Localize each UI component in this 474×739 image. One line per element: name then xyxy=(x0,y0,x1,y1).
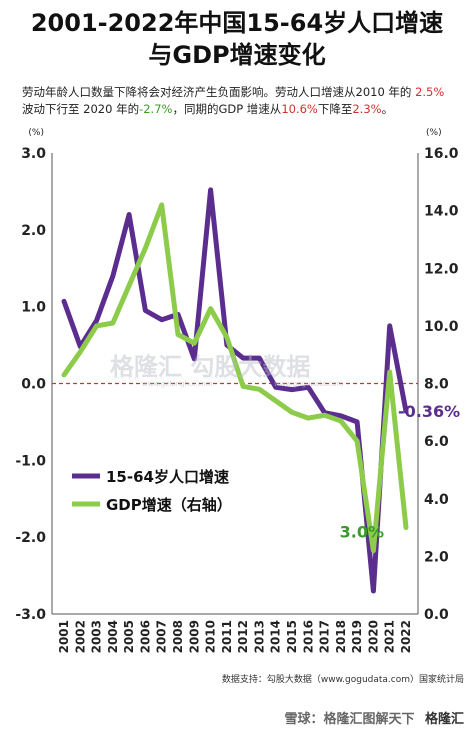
x-tick-label: 2018 xyxy=(334,620,348,653)
x-tick-label: 2013 xyxy=(252,620,266,653)
x-tick-label: 2003 xyxy=(90,620,104,653)
desc-value-1: 2.5% xyxy=(415,85,445,99)
x-tick-label: 2002 xyxy=(73,620,87,653)
platform-text: 雪球：格隆汇图解天下 xyxy=(284,712,415,727)
right-tick-label: 16.0 xyxy=(424,146,459,162)
bottom-bar xyxy=(0,706,474,739)
source-note: 数据支持：勾股大数据（www.gogudata.com）国家统计局 xyxy=(221,675,464,685)
chart-watermark-url2: www.gogudata.com xyxy=(274,380,343,388)
x-tick-label: 2011 xyxy=(220,620,234,653)
left-tick-label: -3.0 xyxy=(15,607,46,623)
x-tick-label: 2008 xyxy=(171,620,185,653)
x-tick-label: 2015 xyxy=(285,620,299,653)
x-tick-label: 2022 xyxy=(399,620,413,653)
right-tick-label: 4.0 xyxy=(424,492,449,508)
left-tick-label: 0.0 xyxy=(21,377,46,393)
right-tick-label: 8.0 xyxy=(424,377,449,393)
x-tick-label: 2020 xyxy=(366,620,380,653)
desc-text-2: 波动下行至 2020 年的 xyxy=(22,102,140,116)
brand-logo: 格隆汇 xyxy=(424,712,464,727)
title-line1: 2001-2022年中国15-64岁人口增速 xyxy=(30,9,444,37)
x-tick-label: 2012 xyxy=(236,620,250,653)
annotation-pop-last: -0.36% xyxy=(398,402,460,421)
chart-description: 劳动年龄人口数量下降将会对经济产生负面影响。劳动人口增速从2010 年的 2.5… xyxy=(22,84,458,118)
x-tick-label: 2005 xyxy=(122,620,136,653)
x-tick-label: 2009 xyxy=(187,620,201,653)
x-tick-label: 2010 xyxy=(204,620,218,653)
left-tick-label: 3.0 xyxy=(21,146,46,162)
chart-watermark-url1: www.gelonghui.com xyxy=(142,380,213,388)
gdp-growth-line xyxy=(61,202,409,554)
desc-text-1: 劳动年龄人口数量下降将会对经济产生负面影响。劳动人口增速从2010 年的 xyxy=(22,85,416,99)
left-tick-label: 2.0 xyxy=(21,223,46,239)
right-tick-label: 10.0 xyxy=(424,319,459,335)
population-growth-line xyxy=(61,187,409,594)
platform-watermark: 雪球：格隆汇图解天下 格隆汇 xyxy=(284,708,464,727)
legend-label-gdp: GDP增速（右轴） xyxy=(106,496,232,514)
x-tick-label: 2007 xyxy=(155,620,169,653)
legend-label-pop: 15-64岁人口增速 xyxy=(106,468,229,486)
desc-value-3: 10.6% xyxy=(281,102,318,116)
desc-text-3: ，同期的GDP 增速从 xyxy=(172,102,282,116)
right-tick-label: 14.0 xyxy=(424,204,459,220)
right-axis-unit: (%) xyxy=(426,128,442,138)
desc-text-4: 下降至 xyxy=(317,102,353,116)
desc-value-4: 2.3% xyxy=(352,102,382,116)
x-tick-label: 2014 xyxy=(269,620,283,653)
desc-value-2: -2.7% xyxy=(139,102,173,116)
right-tick-label: 2.0 xyxy=(424,549,449,565)
title-line2: 与GDP增速变化 xyxy=(148,41,326,69)
x-tick-label: 2001 xyxy=(57,620,71,653)
x-tick-label: 2021 xyxy=(383,620,397,653)
left-tick-label: -2.0 xyxy=(15,530,46,546)
x-tick-label: 2019 xyxy=(350,620,364,653)
x-tick-label: 2017 xyxy=(318,620,332,653)
right-tick-label: 0.0 xyxy=(424,607,449,623)
chart-watermark: 格隆汇 勾股大数据 xyxy=(110,353,310,381)
left-tick-label: 1.0 xyxy=(21,300,46,316)
left-tick-label: -1.0 xyxy=(15,453,46,469)
annotation-gdp-last: 3.0% xyxy=(340,523,384,542)
left-axis-unit: (%) xyxy=(28,128,44,138)
x-tick-label: 2016 xyxy=(301,620,315,653)
right-tick-label: 6.0 xyxy=(424,434,449,450)
desc-text-5: 。 xyxy=(381,102,394,116)
right-tick-label: 12.0 xyxy=(424,261,459,277)
dual-axis-line-chart: (%) (%) 3.0 2.0 1.0 0.0 -1.0 -2.0 -3.0 16.0 14.0 12… xyxy=(15,128,460,653)
x-tick-label: 2006 xyxy=(138,620,152,653)
x-tick-label: 2004 xyxy=(106,620,120,653)
